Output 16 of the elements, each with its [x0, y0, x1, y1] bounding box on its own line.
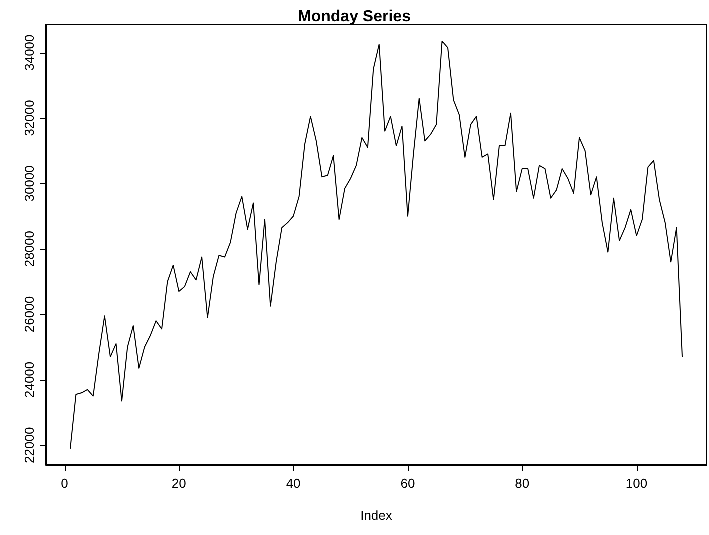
- y-tick-label: 30000: [22, 166, 37, 202]
- line-series: [70, 40, 684, 450]
- x-tick-label: 20: [172, 476, 186, 491]
- x-tick-label: 0: [61, 476, 68, 491]
- chart-title: Monday Series: [298, 8, 412, 26]
- x-tick-label: 100: [626, 476, 648, 491]
- y-tick-label: 24000: [22, 362, 37, 398]
- y-tick-label: 22000: [22, 427, 37, 464]
- y-tick-label: 34000: [22, 34, 37, 71]
- y-tick-label: 32000: [22, 100, 37, 136]
- x-tick-label: 40: [286, 476, 301, 491]
- y-tick-label: 26000: [22, 296, 37, 333]
- x-tick-label: 80: [515, 476, 530, 491]
- x-axis-title: Index: [360, 508, 393, 523]
- y-tick-label: 28000: [22, 231, 37, 268]
- x-tick-label: 60: [400, 476, 416, 491]
